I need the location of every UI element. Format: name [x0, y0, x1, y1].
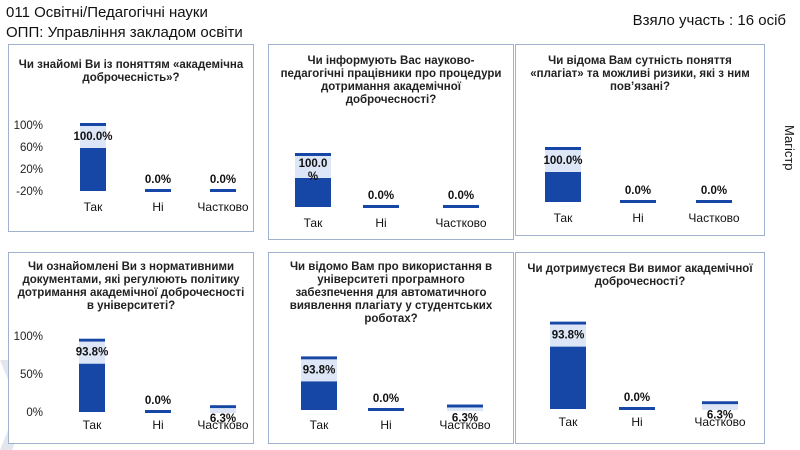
bar-label-bg: [210, 408, 236, 413]
bar: [545, 172, 581, 202]
y-tick-label: 100%: [14, 331, 43, 343]
bar-label-bg: [79, 341, 105, 364]
bar-chart: 93.8% Так 0.0% Ні 6.3%Частково: [550, 321, 746, 429]
category-label: Ні: [375, 216, 386, 230]
data-label: 93.8%: [303, 364, 336, 376]
data-label: 6.3%: [210, 413, 236, 425]
bar-cap: [702, 401, 738, 405]
y-tick-label: 100%: [14, 120, 43, 132]
category-label: Ні: [152, 418, 163, 432]
bar: [210, 189, 236, 191]
bar-cap: [210, 405, 236, 409]
bar: [368, 408, 404, 410]
bar: [145, 189, 171, 191]
bar-cap: [295, 153, 331, 156]
category-label: Ні: [631, 415, 642, 429]
data-label: 0.0%: [624, 392, 650, 404]
bar-cap: [80, 123, 106, 126]
chart-question: Чи ознайомлені Ви з нормативними докумен…: [17, 261, 245, 312]
y-tick-label: 60%: [20, 142, 43, 154]
category-label: Частково: [439, 418, 490, 432]
degree-label: Магістр: [782, 125, 797, 171]
bar-cap: [550, 321, 586, 325]
category-label: Так: [84, 200, 103, 214]
category-label: Так: [304, 216, 323, 230]
category-label: Ні: [632, 211, 643, 225]
data-label: 0.0%: [625, 185, 651, 197]
data-label: 0.0%: [368, 190, 394, 202]
y-tick-label: 0%: [26, 407, 43, 419]
bar-cap: [545, 147, 581, 150]
bar-label-bg: [550, 324, 586, 347]
chart-panel-4: Чи ознайомлені Ви з нормативними докумен…: [8, 252, 254, 444]
bar: [696, 200, 732, 202]
bar-cap: [79, 338, 105, 342]
data-label: 0.0%: [210, 174, 236, 186]
chart-question: Чи відома Вам сутність поняття «плагіат»…: [530, 55, 750, 93]
bar-label-bg: [545, 150, 581, 172]
bar: [550, 346, 586, 409]
data-label: 100.0%: [73, 131, 112, 143]
category-label: Частково: [694, 415, 745, 429]
data-label: 93.8%: [76, 347, 109, 359]
bar-label-bg: [702, 404, 738, 410]
chart-panel-6: Чи дотримуєтеся Ви вимог академічної доб…: [515, 252, 765, 444]
bar-label-bg: [447, 407, 483, 411]
category-label: Частково: [688, 211, 739, 225]
bar-chart: 100% 50% 0% 93.8% Так 0.0% Ні 6.3%Частково: [14, 331, 249, 432]
data-label: 0.0%: [145, 395, 171, 407]
chart-question: Чи відомо Вам про використання в універс…: [289, 261, 493, 325]
data-label: 6.3%: [707, 409, 733, 421]
category-label: Так: [554, 211, 573, 225]
bar: [80, 148, 106, 191]
category-label: Частково: [197, 418, 248, 432]
data-label: 0.0%: [448, 190, 474, 202]
chart-panel-5: Чи відомо Вам про використання в універс…: [268, 252, 514, 444]
bar-chart: 100.0% Так 0.0% Ні 0.0% Частково: [543, 147, 740, 225]
chart-panel-2: Чи інформують Вас науково-педагогічні пр…: [268, 44, 514, 240]
data-label: 100.0%: [299, 158, 328, 183]
data-label: 0.0%: [145, 174, 171, 186]
chart-question: Чи дотримуєтеся Ви вимог академічної доб…: [527, 263, 753, 288]
bar-label-bg: [301, 359, 337, 382]
y-tick-label: -20%: [16, 186, 43, 198]
data-label: 100.0%: [543, 155, 582, 167]
chart-question: Чи інформують Вас науково-педагогічні пр…: [280, 55, 502, 106]
category-label: Частково: [435, 216, 486, 230]
bar-cap: [301, 356, 337, 360]
bar: [295, 178, 331, 207]
data-label: 0.0%: [701, 185, 727, 197]
y-tick-label: 20%: [20, 164, 43, 176]
bar: [363, 205, 399, 207]
bar: [301, 381, 337, 410]
bar: [443, 205, 479, 207]
bar-label-bg: [80, 126, 106, 148]
y-tick-label: 50%: [20, 369, 43, 381]
chart-question: Чи знайомі Ви із поняттям «академічна до…: [18, 59, 244, 84]
category-label: Так: [83, 418, 102, 432]
bar-label-bg: [295, 156, 331, 178]
bar-cap: [447, 404, 483, 408]
category-label: Частково: [197, 200, 248, 214]
bar-chart: 93.8% Так 0.0% Ні 6.3%Частково: [301, 356, 491, 432]
chart-panel-1: Чи знайомі Ви із поняттям «академічна до…: [8, 44, 254, 232]
bar: [620, 200, 656, 202]
bar: [79, 363, 105, 412]
program-title: 011 Освітні/Педагогічні науки: [6, 4, 208, 21]
program-subtitle: ОПП: Управління закладом освіти: [6, 24, 243, 41]
chart-panel-3: Чи відома Вам сутність поняття «плагіат»…: [515, 44, 765, 236]
data-label: 6.3%: [452, 413, 478, 425]
category-label: Так: [310, 418, 329, 432]
category-label: Ні: [380, 418, 391, 432]
category-label: Ні: [152, 200, 163, 214]
participants-count: Взяло участь : 16 осіб: [632, 12, 786, 29]
bar: [619, 407, 655, 409]
bar-chart: 100.0% Так 0.0% Ні 0.0% Частково: [295, 153, 487, 230]
bar: [145, 410, 171, 412]
bar-chart: 100% 60% 20% -20% 100.0% Так 0.0% Ні 0.0% Частков…: [14, 120, 249, 214]
data-label: 93.8%: [552, 330, 585, 342]
category-label: Так: [559, 415, 578, 429]
data-label: 0.0%: [373, 393, 399, 405]
